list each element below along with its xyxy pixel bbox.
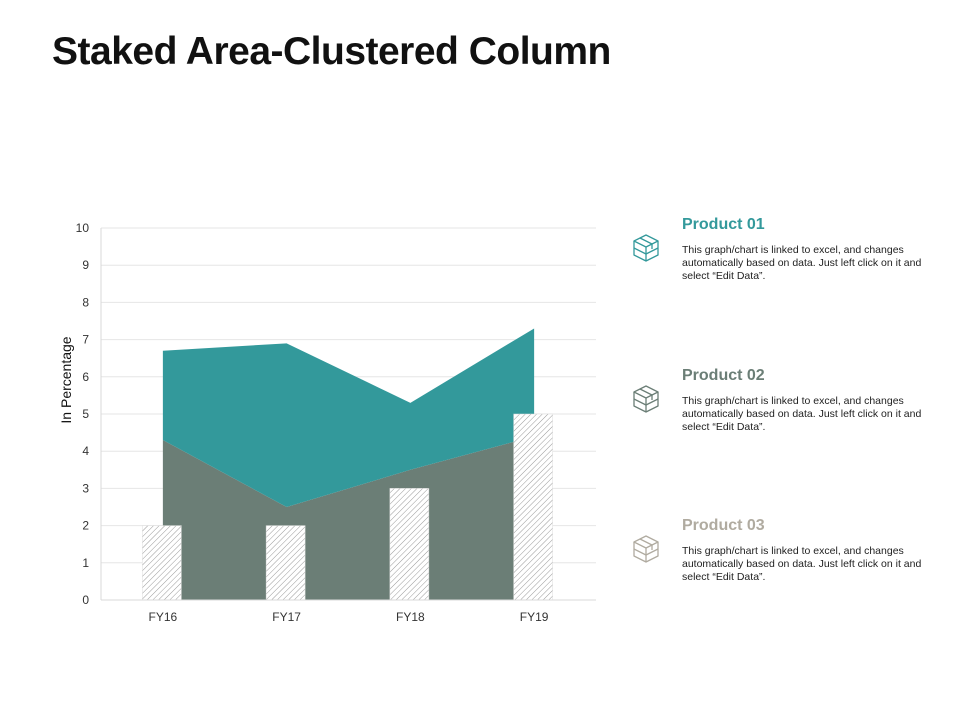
y-tick-label: 4: [82, 444, 89, 458]
y-tick-label: 1: [82, 556, 89, 570]
area-series: [162, 328, 535, 600]
y-axis-label: In Percentage: [58, 336, 74, 423]
column-bar: [513, 413, 553, 601]
legend-description: This graph/chart is linked to excel, and…: [682, 545, 922, 583]
column-bar: [389, 488, 430, 601]
y-tick-label: 6: [82, 370, 89, 384]
area-product-02: [162, 436, 535, 600]
y-tick-label: 10: [76, 221, 90, 235]
y-tick-label: 8: [82, 295, 89, 309]
chart: 0 1 2 3 4 5 6 7 8 9 10 FY16 FY17 FY18 FY19 In Percenta…: [58, 221, 596, 624]
legend-title: Product 03: [682, 517, 765, 534]
y-tick-label: 0: [82, 593, 89, 607]
page-title: Staked Area-Clustered Column: [52, 30, 611, 73]
x-tick-label: FY17: [272, 610, 301, 624]
box-icon: [633, 385, 659, 413]
y-tick-label: 7: [82, 333, 89, 347]
legend-description: This graph/chart is linked to excel, and…: [682, 244, 922, 282]
x-tick-label: FY19: [520, 610, 549, 624]
axes: 0 1 2 3 4 5 6 7 8 9 10 FY16 FY17 FY18 FY19: [76, 221, 596, 624]
y-tick-label: 2: [82, 519, 89, 533]
y-tick-label: 5: [82, 407, 89, 421]
legend-title: Product 01: [682, 216, 765, 233]
legend-description: This graph/chart is linked to excel, and…: [682, 395, 922, 433]
y-tick-label: 9: [82, 258, 89, 272]
y-tick-label: 3: [82, 481, 89, 495]
x-tick-label: FY18: [396, 610, 425, 624]
box-icon: [633, 535, 659, 563]
area-product-01: [162, 328, 535, 507]
column-bar: [142, 525, 182, 601]
x-tick-label: FY16: [149, 610, 178, 624]
column-bar: [265, 525, 306, 601]
legend-title: Product 02: [682, 367, 765, 384]
box-icon: [633, 234, 659, 262]
column-series: [142, 413, 553, 601]
